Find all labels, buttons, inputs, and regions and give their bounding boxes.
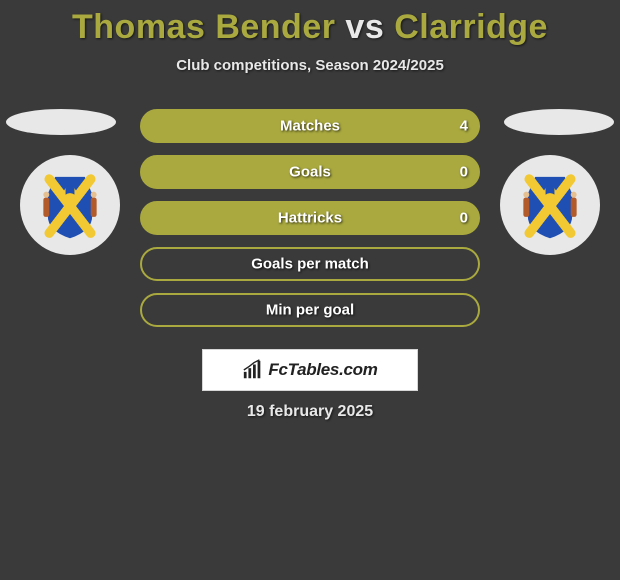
page-title: Thomas Bender vs Clarridge: [0, 8, 620, 47]
left-team-crest: [20, 155, 120, 255]
stat-label: Min per goal: [266, 302, 354, 319]
season-subtitle: Club competitions, Season 2024/2025: [0, 57, 620, 74]
comparison-widget: Thomas Bender vs Clarridge Club competit…: [0, 0, 620, 421]
player2-name: Clarridge: [394, 8, 548, 46]
crest-icon: [33, 168, 107, 242]
stat-label: Goals per match: [251, 256, 369, 273]
right-team-crest: [500, 155, 600, 255]
stat-label: Goals: [289, 164, 331, 181]
chart-icon: [242, 359, 264, 381]
stat-row: Min per goal: [140, 293, 480, 327]
stat-label: Hattricks: [278, 210, 342, 227]
stat-row: Hattricks 0: [140, 201, 480, 235]
stat-row: Goals 0: [140, 155, 480, 189]
update-date: 19 february 2025: [0, 403, 620, 421]
comparison-body: Matches 4 Goals 0 Hattricks 0 Goals per match M…: [0, 109, 620, 421]
stat-value-right: 4: [460, 118, 468, 135]
stat-label: Matches: [280, 118, 340, 135]
crest-icon: [513, 168, 587, 242]
stat-row: Matches 4: [140, 109, 480, 143]
brand-box[interactable]: FcTables.com: [202, 349, 418, 391]
vs-separator: vs: [345, 8, 384, 46]
stat-value-right: 0: [460, 210, 468, 227]
player1-name: Thomas Bender: [72, 8, 335, 46]
stat-list: Matches 4 Goals 0 Hattricks 0 Goals per match M…: [140, 109, 480, 327]
brand-text: FcTables.com: [268, 360, 377, 380]
left-team-ellipse: [6, 109, 116, 135]
stat-row: Goals per match: [140, 247, 480, 281]
stat-value-right: 0: [460, 164, 468, 181]
right-team-ellipse: [504, 109, 614, 135]
